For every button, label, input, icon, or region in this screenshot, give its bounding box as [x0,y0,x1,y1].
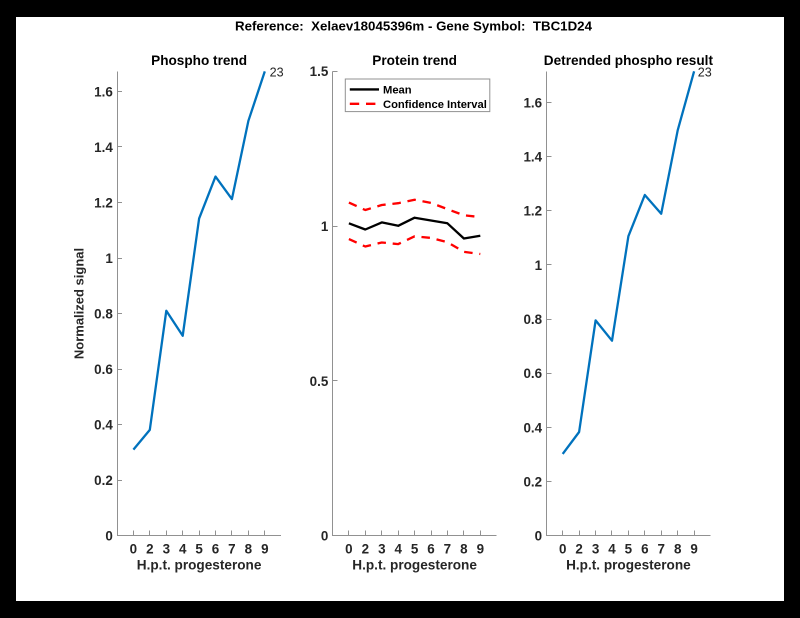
svg-text:4: 4 [608,542,616,557]
svg-text:3: 3 [378,542,385,557]
svg-text:5: 5 [411,542,419,557]
svg-text:5: 5 [195,542,203,557]
svg-text:9: 9 [261,542,268,557]
svg-text:1.2: 1.2 [523,204,542,219]
svg-text:0.2: 0.2 [94,473,113,488]
svg-text:6: 6 [212,542,219,557]
svg-text:1.5: 1.5 [310,64,329,79]
svg-text:Mean: Mean [383,84,412,96]
svg-text:0: 0 [105,529,112,544]
svg-text:2: 2 [146,542,153,557]
svg-text:0.8: 0.8 [523,312,542,327]
svg-text:23: 23 [698,66,712,80]
svg-text:23: 23 [270,65,284,79]
svg-text:Reference: Xelaev18045396m -: Reference: Xelaev18045396m - Gene Symbol… [235,18,593,33]
svg-text:Confidence Interval: Confidence Interval [383,99,487,111]
svg-text:0: 0 [321,529,328,544]
svg-text:3: 3 [592,542,599,557]
svg-text:5: 5 [625,542,633,557]
svg-text:8: 8 [245,542,253,557]
svg-text:6: 6 [427,542,434,557]
svg-text:0.6: 0.6 [94,362,113,377]
svg-text:0: 0 [559,542,566,557]
svg-text:1.6: 1.6 [523,95,542,110]
svg-text:4: 4 [179,542,187,557]
svg-text:7: 7 [444,542,451,557]
svg-text:0: 0 [535,529,542,544]
svg-text:4: 4 [394,542,402,557]
svg-text:1.4: 1.4 [94,140,113,155]
svg-text:0.2: 0.2 [523,474,542,489]
svg-text:1: 1 [105,251,113,266]
svg-text:H.p.t. progesterone: H.p.t. progesterone [352,558,477,573]
svg-text:0.6: 0.6 [523,366,542,381]
svg-text:H.p.t. progesterone: H.p.t. progesterone [137,558,262,573]
svg-text:0: 0 [130,542,137,557]
svg-text:7: 7 [657,542,664,557]
svg-text:0.4: 0.4 [94,418,113,433]
svg-text:1.4: 1.4 [523,150,542,165]
svg-text:1: 1 [535,258,543,273]
svg-text:7: 7 [228,542,235,557]
svg-text:8: 8 [674,542,682,557]
svg-text:0.8: 0.8 [94,306,113,321]
svg-text:6: 6 [641,542,648,557]
svg-text:2: 2 [362,542,369,557]
svg-text:1: 1 [321,219,329,234]
svg-text:9: 9 [690,542,697,557]
svg-text:0.4: 0.4 [523,420,542,435]
svg-text:1.2: 1.2 [94,195,113,210]
svg-text:Detrended phospho result: Detrended phospho result [544,53,714,68]
svg-text:2: 2 [575,542,582,557]
svg-text:H.p.t. progesterone: H.p.t. progesterone [566,558,691,573]
svg-text:Phospho trend: Phospho trend [151,53,247,68]
svg-text:0.5: 0.5 [310,374,329,389]
svg-text:0: 0 [345,542,352,557]
svg-text:3: 3 [163,542,170,557]
svg-text:1.6: 1.6 [94,84,113,99]
svg-text:9: 9 [477,542,484,557]
svg-text:Normalized signal: Normalized signal [72,248,87,359]
svg-text:Protein trend: Protein trend [372,53,457,68]
svg-text:8: 8 [460,542,468,557]
